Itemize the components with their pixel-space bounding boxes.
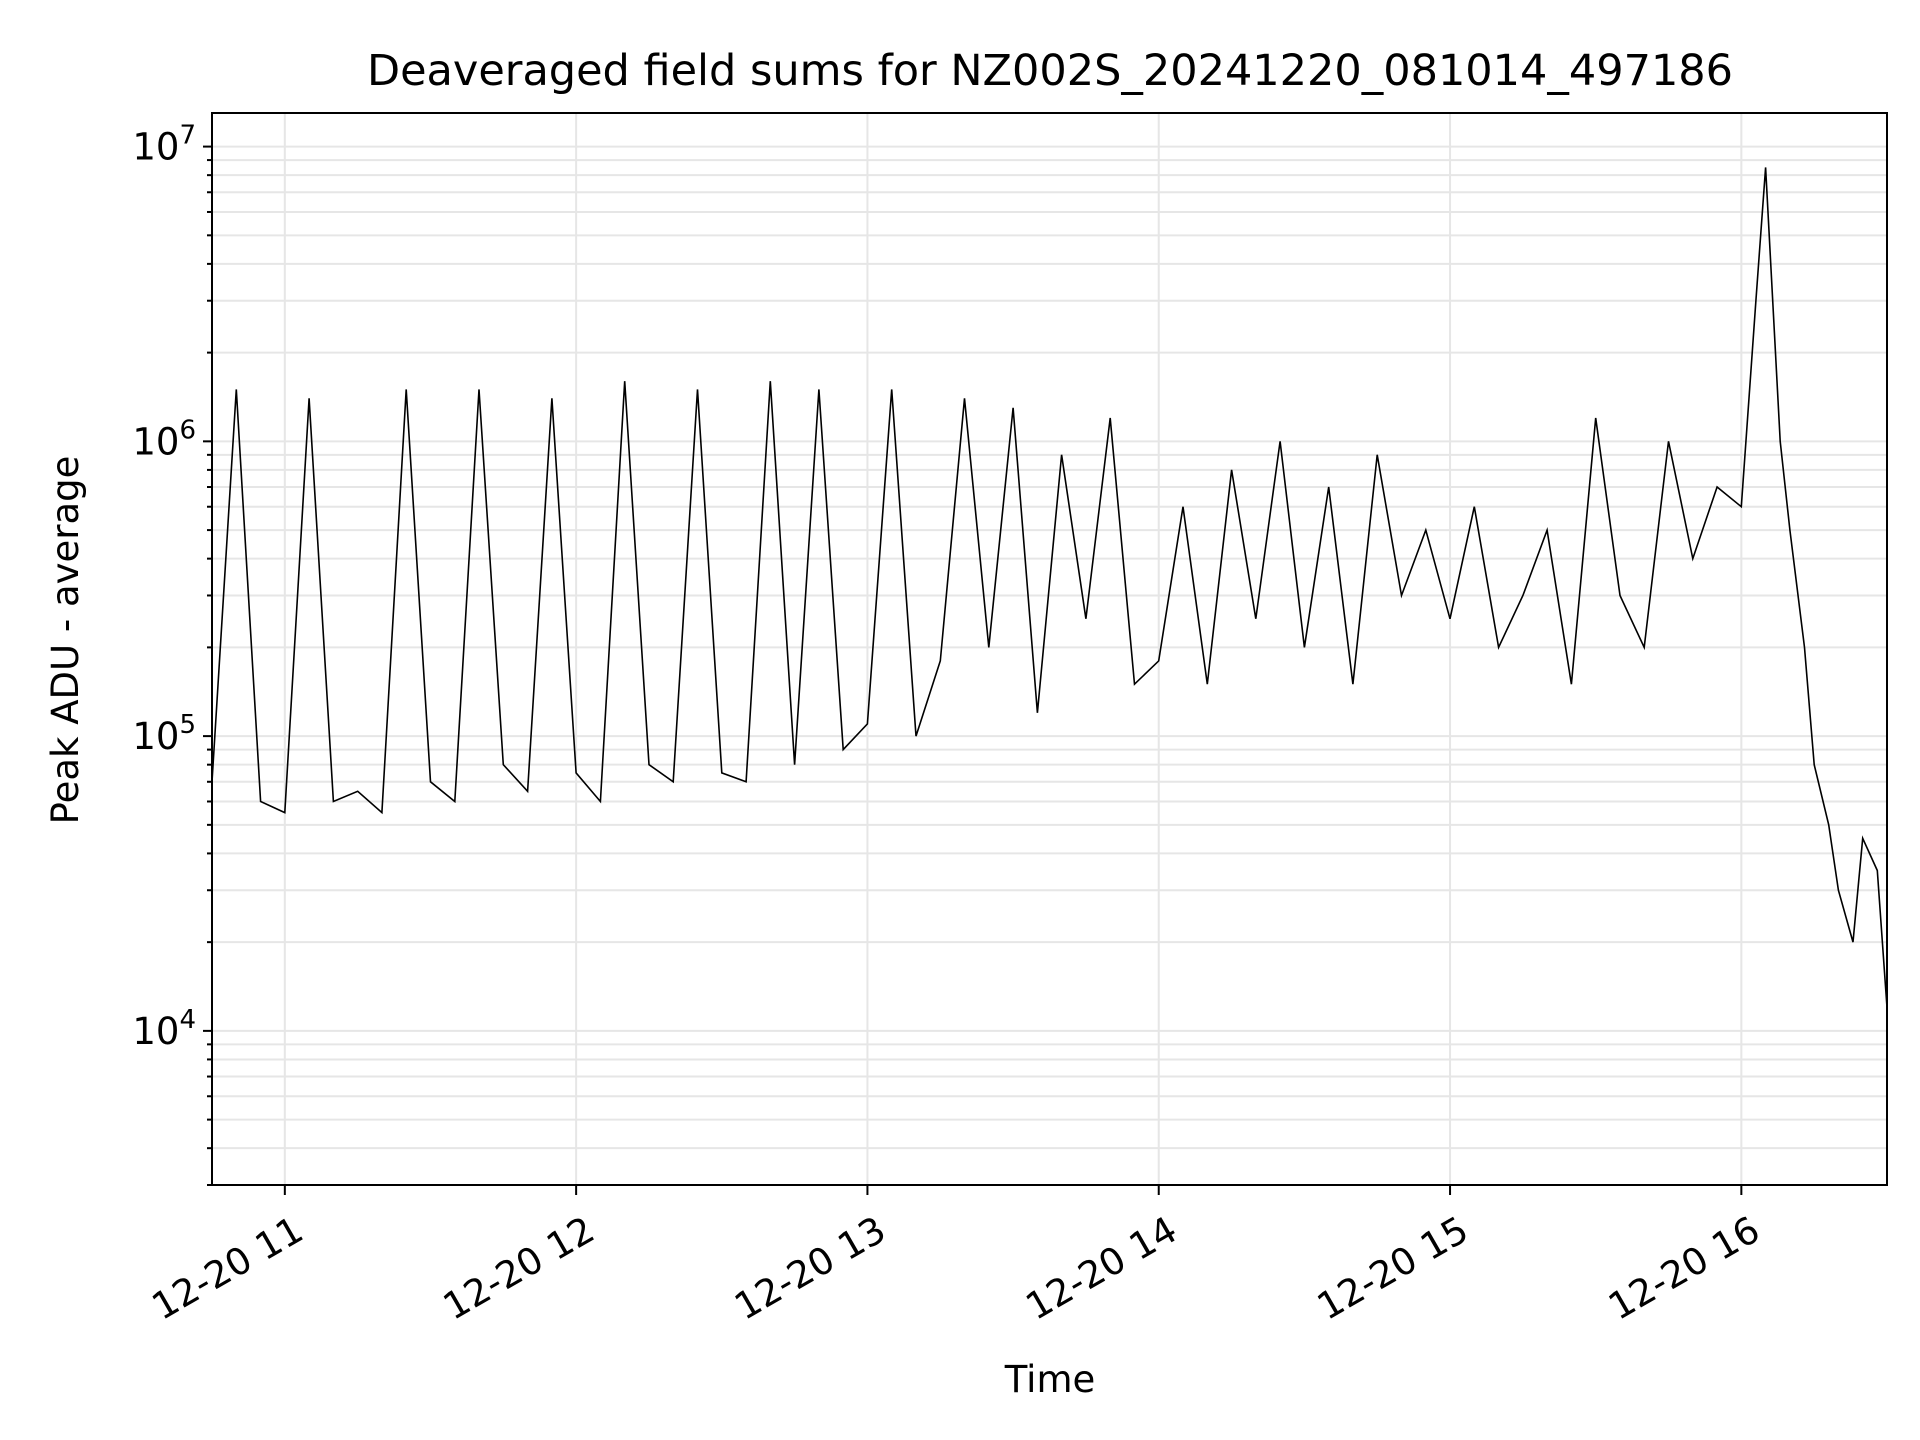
x-tick-label: 12-20 14: [1019, 1208, 1185, 1328]
x-axis-label: Time: [1004, 1358, 1096, 1401]
grid-lines: [212, 113, 1887, 1186]
x-tick-label: 12-20 15: [1310, 1208, 1476, 1328]
x-tick-label: 12-20 13: [727, 1208, 893, 1328]
plot-frame: [211, 112, 1888, 1186]
y-tick-label: 106: [132, 415, 196, 463]
chart-title: Deaveraged field sums for NZ002S_2024122…: [367, 46, 1733, 96]
x-tick-label: 12-20 12: [436, 1208, 602, 1328]
x-tick-label: 12-20 11: [145, 1208, 311, 1328]
y-tick-label: 107: [132, 121, 196, 169]
series-layer: [211, 167, 1888, 1008]
series-line: [211, 167, 1888, 1008]
y-axis-label: Peak ADU - average: [44, 456, 87, 825]
y-tick-label: 104: [132, 1005, 196, 1053]
y-tick-label: 105: [132, 710, 196, 758]
x-tick-label: 12-20 16: [1601, 1208, 1767, 1328]
